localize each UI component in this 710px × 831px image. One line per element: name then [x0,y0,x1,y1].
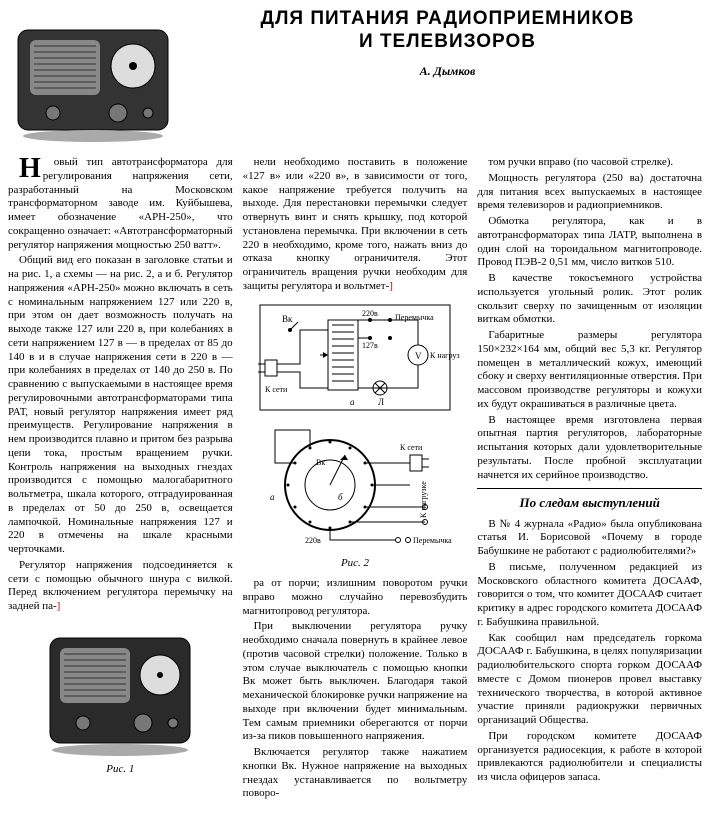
label-vk2: Вк [316,458,325,467]
article-columns: Новый тип автотрансформатора для регулир… [8,156,702,803]
page: ДЛЯ ПИТАНИЯ РАДИОПРИЕМНИКОВ И ТЕЛЕВИЗОРО… [8,8,702,803]
fig1-caption: Рис. 1 [8,763,233,777]
title-area: ДЛЯ ПИТАНИЯ РАДИОПРИЕМНИКОВ И ТЕЛЕВИЗОРО… [8,8,702,148]
radio-illustration-top [8,8,183,148]
label-220a: 220в [362,309,378,318]
label-220b: 220в [305,536,321,545]
col3-p4: В качестве токосъемного устройства испол… [477,272,702,327]
label-vk: Вк [282,314,293,324]
column-3: том ручки вправо (по часовой стрелке). М… [477,156,702,803]
label-knagruzke2: К нагрузке [419,480,428,517]
title-line1: ДЛЯ ПИТАНИЯ РАДИОПРИЕМНИКОВ [261,8,635,29]
label-lamp: Л [378,397,384,407]
col1-p3: Регулятор напряжения подсоединяется к се… [8,559,233,614]
schematic-diagram: Вк 220в 127в Перемычка V К нагрузке [250,300,460,550]
column-1: Новый тип автотрансформатора для регулир… [8,156,233,803]
title-line2: И ТЕЛЕВИЗОРОВ [359,31,536,52]
col3-p1: том ручки вправо (по часовой стрелке). [477,156,702,170]
red-bracket-icon: ] [57,600,61,612]
label-jumper2: Перемычка [413,536,452,545]
col3-p5: Габаритные размеры регулятора 150×232×16… [477,329,702,412]
col2-p3: При выключении регулятора ручку необходи… [243,620,468,744]
col3-s2p2: В письме, полученном редакцией из Москов… [477,561,702,630]
label-knagruzke: К нагрузке [430,351,460,360]
col3-p2: Мощность регулятора (250 ва) достаточна … [477,172,702,213]
col3-s2p4: При городском комитете ДОСААФ организует… [477,730,702,785]
dropcap: Н [8,156,43,181]
article-title: ДЛЯ ПИТАНИЯ РАДИОПРИЕМНИКОВ И ТЕЛЕВИЗОРО… [193,8,702,54]
fig2-caption: Рис. 2 [243,557,468,571]
section-divider [477,488,702,489]
col2-p4: Включается регулятор также нажатием кноп… [243,746,468,801]
column-2: нели необходимо поставить в положение «1… [243,156,468,803]
label-b: б [338,492,343,502]
col1-p1: Новый тип автотрансформатора для регулир… [8,156,233,252]
label-v: V [415,351,422,361]
author: А. Дымков [193,64,702,79]
label-a2: а [270,492,275,502]
figure-2: Вк 220в 127в Перемычка V К нагрузке [243,300,468,572]
col3-p6: В настоящее время изготовлена первая опы… [477,414,702,483]
col1-p2: Общий вид его показан в заголовке статьи… [8,254,233,557]
section2-heading: По следам выступлений [477,495,702,511]
red-bracket-icon: ] [389,280,393,292]
label-kseti2: К сети [400,443,423,452]
radio-illustration-bottom [35,620,205,760]
label-kseti: К сети [265,385,288,394]
label-127a: 127в [362,341,378,350]
label-jumper: Перемычка [395,313,434,322]
figure-1: Рис. 1 [8,620,233,777]
col3-s2p1: В № 4 журнала «Радио» была опубликована … [477,518,702,559]
col2-p1: нели необходимо поставить в положение «1… [243,156,468,294]
col2-p2: ра от порчи; излишним поворотом ручки вп… [243,577,468,618]
title-block: ДЛЯ ПИТАНИЯ РАДИОПРИЕМНИКОВ И ТЕЛЕВИЗОРО… [193,8,702,148]
col3-p3: Обмотка регулятора, как и в автотрансфор… [477,215,702,270]
label-a: а [350,397,355,407]
col3-s2p3: Как сообщил нам председатель горкома ДОС… [477,632,702,728]
